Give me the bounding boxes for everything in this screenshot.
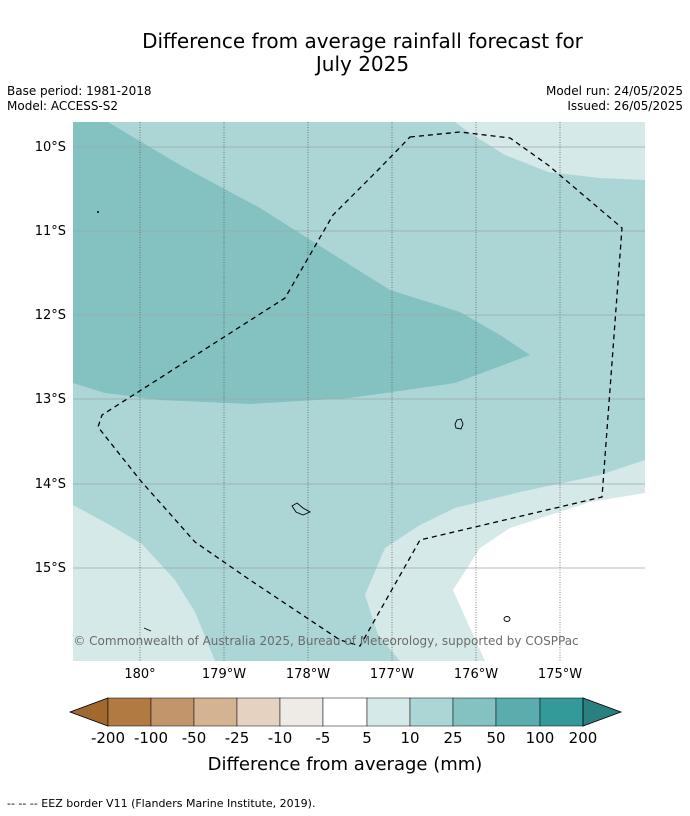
meta-right: Model run: 24/05/2025 Issued: 26/05/2025 (546, 84, 683, 114)
lon-label: 179°W (202, 667, 246, 682)
copyright-notice: © Commonwealth of Australia 2025, Bureau… (73, 634, 578, 648)
colorbar-tick: -10 (268, 729, 293, 747)
eez-border (97, 131, 623, 647)
island-southwest (143, 627, 152, 632)
longitude-labels: 180° 179°W 178°W 177°W 176°W 175°W (124, 667, 582, 682)
colorbar-tick: -50 (182, 729, 207, 747)
colorbar-cell (236, 697, 281, 727)
colorbar-cell (193, 697, 238, 727)
colorbar-tick: -5 (316, 729, 331, 747)
rainfall-map: © Commonwealth of Australia 2025, Bureau… (35, 122, 645, 775)
latitude-lines (73, 146, 645, 569)
base-period: Base period: 1981-2018 (7, 84, 152, 98)
colorbar-tick: 10 (400, 729, 419, 747)
title-line-1: Difference from average rainfall forecas… (142, 29, 583, 53)
map-area: © Commonwealth of Australia 2025, Bureau… (73, 122, 645, 661)
model-name: Model: ACCESS-S2 (7, 99, 119, 113)
colorbar-tick: -200 (91, 729, 125, 747)
contour-25-50 (73, 122, 530, 404)
lat-label: 11°S (35, 224, 66, 239)
colorbar-cell (150, 697, 195, 727)
colorbar-cell (495, 697, 541, 727)
colorbar: -200 -100 -50 -25 -10 -5 5 10 25 50 100 … (68, 697, 623, 775)
model-run: Model run: 24/05/2025 (545, 84, 683, 98)
lon-label: 178°W (286, 667, 330, 682)
colorbar-tick: -25 (225, 729, 250, 747)
colorbar-cell (409, 697, 454, 727)
colorbar-tick: 100 (526, 729, 555, 747)
island-northwest (97, 211, 99, 213)
colorbar-cell (366, 697, 411, 727)
latitude-labels: 10°S 11°S 12°S 13°S 14°S 15°S (35, 140, 66, 576)
title-line-2: July 2025 (315, 52, 410, 76)
colorbar-tick: -100 (134, 729, 168, 747)
colorbar-tick: 5 (362, 729, 372, 747)
chart-title: Difference from average rainfall forecas… (0, 30, 690, 76)
colorbar-tick: 50 (486, 729, 505, 747)
contour-5-10-southwest (73, 505, 215, 661)
lon-label: 175°W (538, 667, 582, 682)
colorbar-cell (107, 697, 152, 727)
lon-label: 176°W (454, 667, 498, 682)
island-southeast (503, 616, 511, 622)
meta-left: Base period: 1981-2018 Model: ACCESS-S2 (7, 84, 152, 114)
colorbar-arrow-high (582, 697, 623, 727)
lat-label: 14°S (35, 477, 66, 492)
lat-label: 13°S (35, 392, 66, 407)
eez-footnote: -- -- -- EEZ border V11 (Flanders Marine… (7, 797, 316, 810)
colorbar-tick: 200 (569, 729, 598, 747)
lon-label: 180° (124, 667, 155, 682)
colorbar-arrow-low (68, 697, 109, 727)
colorbar-cell (322, 697, 368, 727)
lat-label: 10°S (35, 140, 66, 155)
issued-date: Issued: 26/05/2025 (567, 99, 683, 113)
lat-label: 15°S (35, 561, 66, 576)
colorbar-label: Difference from average (mm) (208, 754, 483, 775)
colorbar-cell (452, 697, 497, 727)
lon-label: 177°W (370, 667, 414, 682)
contour-neutral-southeast (453, 493, 645, 661)
contour-5-10-northeast (360, 122, 645, 180)
colorbar-cell (539, 697, 584, 727)
island-east (454, 418, 464, 430)
colorbar-cell (279, 697, 324, 727)
colorbar-tick: 25 (443, 729, 462, 747)
lat-label: 12°S (35, 308, 66, 323)
island-central (291, 502, 312, 516)
